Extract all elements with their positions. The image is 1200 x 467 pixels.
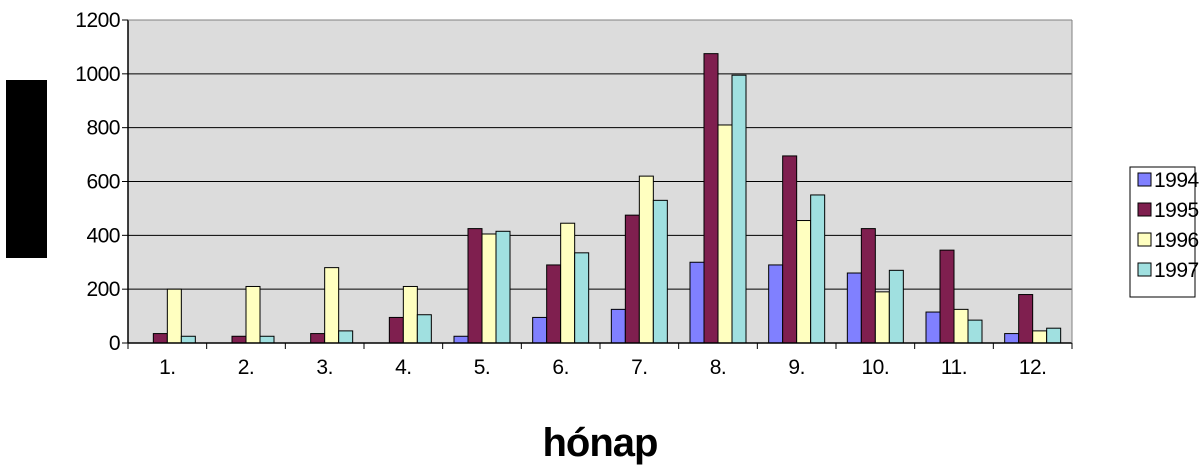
bar [874, 291, 890, 344]
bar [416, 314, 432, 344]
bar [703, 53, 719, 344]
bar [574, 252, 590, 344]
bar [689, 261, 705, 344]
x-tick-label: 9. [788, 356, 805, 379]
bars [152, 53, 1062, 344]
bar [939, 249, 955, 344]
bar [467, 228, 483, 344]
y-axis-label-block [6, 80, 47, 258]
axes [127, 19, 1073, 349]
x-tick-label: 11. [941, 356, 967, 379]
bar [166, 288, 182, 344]
y-tick-label: 600 [86, 171, 120, 194]
x-tick-label: 1. [159, 356, 176, 379]
bar [481, 233, 497, 344]
bar [259, 335, 275, 344]
bar [610, 308, 626, 344]
bar [782, 155, 798, 344]
x-tick-label: 5. [474, 356, 491, 379]
bar [810, 194, 826, 344]
bar [152, 333, 168, 344]
bar [310, 333, 326, 344]
bar [624, 214, 640, 344]
bar [546, 264, 562, 344]
bar [1032, 330, 1048, 344]
legend-label: 1997. [1154, 259, 1200, 282]
x-tick-label: 7. [631, 356, 648, 379]
x-tick-label: 12. [1019, 356, 1047, 379]
bar [731, 74, 747, 344]
bar [1046, 327, 1062, 344]
bar [953, 308, 969, 344]
bar [453, 335, 469, 344]
bar [652, 199, 668, 344]
y-tick-label: 1200 [75, 9, 120, 32]
bar [231, 335, 247, 344]
y-tick-label: 400 [86, 224, 120, 247]
bar [638, 175, 654, 344]
x-tick-label: 10. [861, 356, 889, 379]
x-tick-label: 4. [395, 356, 412, 379]
bar [717, 124, 733, 344]
y-tick-labels: 0 200 400 600 800 1000 1200 [75, 9, 120, 355]
legend-label: 1995. [1154, 199, 1200, 222]
y-tick-label: 200 [86, 278, 120, 301]
x-tick-label: 8. [710, 356, 727, 379]
bar [338, 330, 354, 344]
bar [846, 272, 862, 344]
bar [888, 269, 904, 344]
bar [402, 285, 418, 344]
x-tick-labels: 1. 2. 3. 4. 5. 6. 7. 8. 9. 10. 11. 12. [159, 356, 1047, 379]
x-tick-label: 2. [238, 356, 255, 379]
legend: 1994. 1995. 1996. 1997. [1129, 166, 1200, 298]
legend-swatch [1137, 172, 1152, 187]
legend-label: 1994. [1154, 169, 1200, 192]
legend-swatch [1137, 202, 1152, 217]
x-tick-label: 3. [316, 356, 333, 379]
bar [388, 316, 404, 344]
x-axis-label: hónap [543, 421, 658, 465]
y-tick-label: 1000 [75, 63, 120, 86]
bar [245, 285, 261, 344]
bar [324, 267, 340, 344]
legend-label: 1996. [1154, 229, 1200, 252]
bar [560, 222, 576, 344]
bar [768, 264, 784, 344]
bar [796, 220, 812, 344]
y-tick-label: 0 [109, 332, 120, 355]
bar [1004, 333, 1020, 344]
bar [1018, 294, 1034, 344]
legend-swatch [1137, 232, 1152, 247]
legend-swatch [1137, 262, 1152, 277]
bar [532, 316, 548, 344]
bar [495, 230, 511, 344]
bar [967, 319, 983, 344]
bar [860, 228, 876, 344]
y-tick-label: 800 [86, 117, 120, 140]
bar [180, 335, 196, 344]
x-tick-label: 6. [552, 356, 569, 379]
bar [925, 311, 941, 344]
